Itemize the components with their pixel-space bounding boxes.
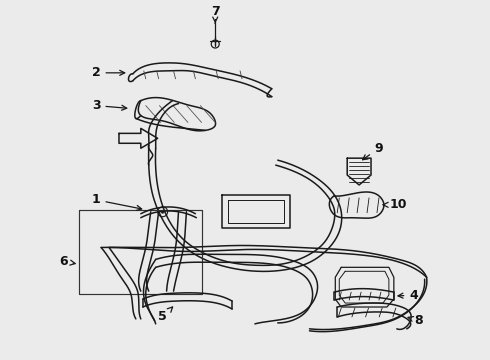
Text: 4: 4: [398, 289, 418, 302]
Text: 1: 1: [92, 193, 142, 211]
Text: 3: 3: [92, 99, 127, 112]
Text: 2: 2: [92, 66, 125, 79]
Circle shape: [161, 210, 164, 213]
Text: 7: 7: [211, 5, 220, 23]
Text: 8: 8: [408, 314, 423, 327]
Text: 5: 5: [158, 307, 172, 323]
Text: 10: 10: [383, 198, 408, 211]
Text: 9: 9: [363, 142, 383, 160]
Text: 6: 6: [59, 255, 75, 268]
